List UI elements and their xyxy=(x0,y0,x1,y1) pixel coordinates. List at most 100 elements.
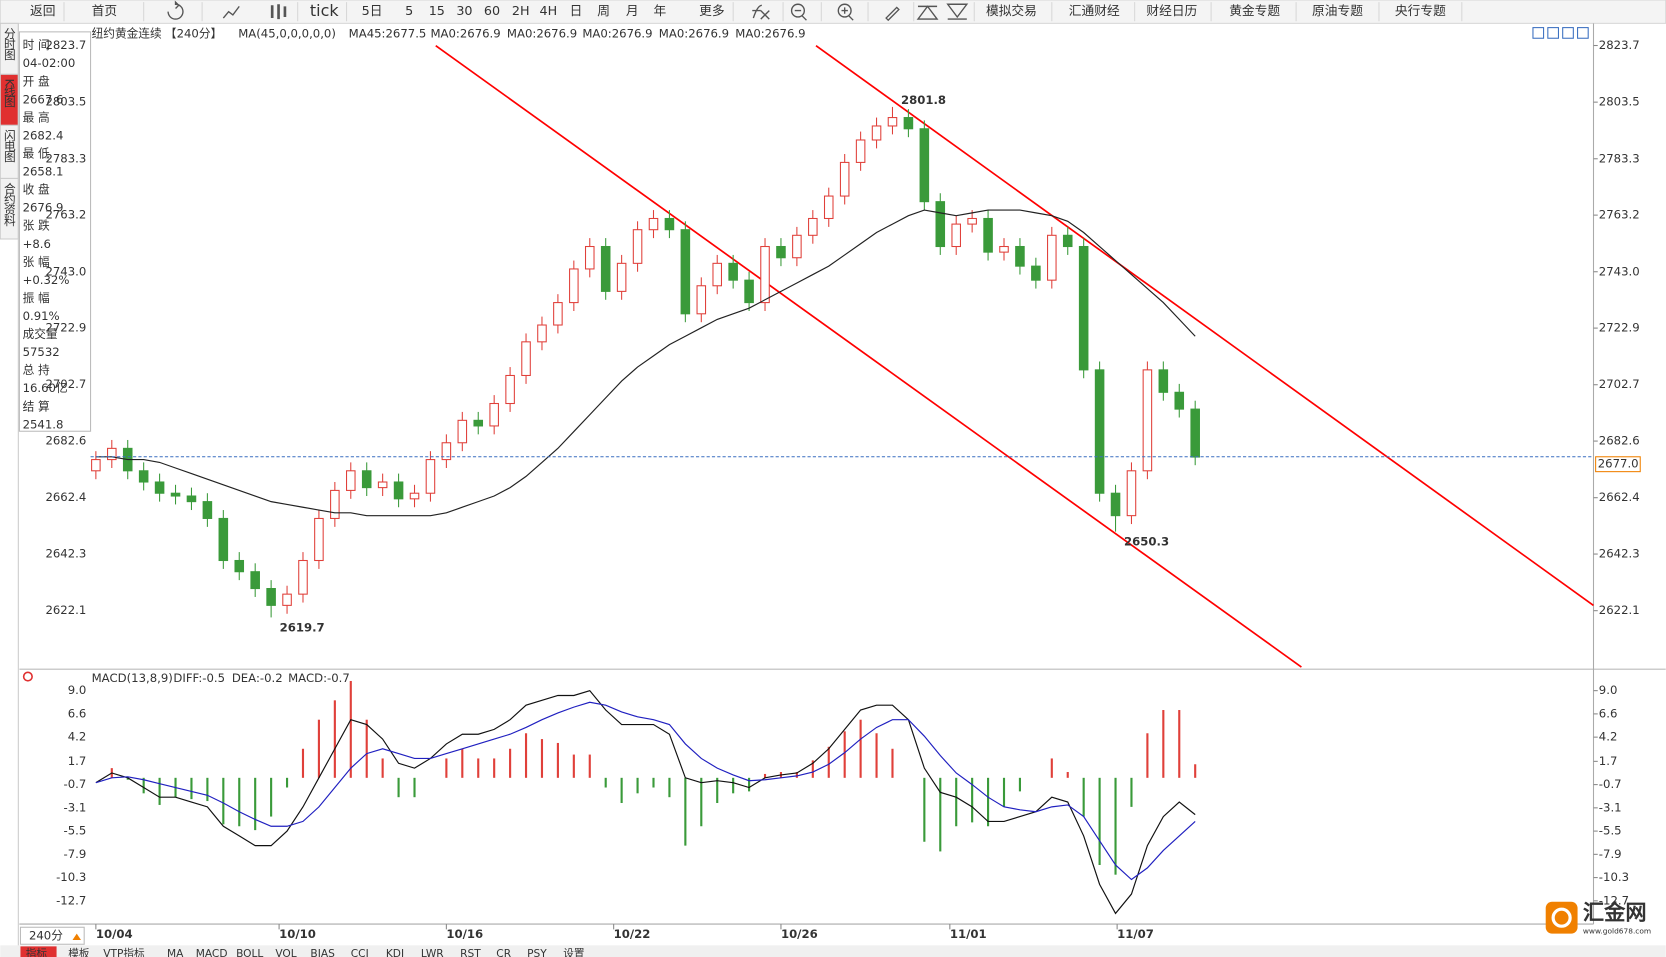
bottom-tab[interactable]: MA xyxy=(167,947,184,957)
toolbar-button[interactable]: 4H xyxy=(539,4,557,19)
toolbar-button[interactable]: 60 xyxy=(484,4,500,19)
y-tick-label: 2622.1 xyxy=(1599,603,1640,617)
macd-bar xyxy=(397,777,400,798)
up-icon[interactable] xyxy=(916,5,939,20)
info-label: 结 算 xyxy=(23,399,50,413)
bottom-tab[interactable]: CR xyxy=(496,947,511,957)
ma-legend: MA0:2676.9 xyxy=(582,26,652,40)
candle-body xyxy=(712,262,723,287)
ma-line xyxy=(95,209,1196,517)
toolbar-button[interactable]: 5日 xyxy=(362,4,383,19)
candle-body xyxy=(441,442,452,461)
toolbar-button[interactable]: 模拟交易 xyxy=(986,3,1037,19)
bottom-tab[interactable]: MACD xyxy=(196,947,228,957)
info-label: 开 盘 xyxy=(23,74,50,88)
macd-bar xyxy=(126,777,129,780)
y-tick-label-left: 2803.5 xyxy=(45,95,86,109)
side-tab[interactable]: K线图 xyxy=(2,79,16,108)
bottom-tab[interactable]: CCI xyxy=(351,947,369,957)
y-tick-label: 2662.4 xyxy=(1599,490,1640,504)
toolbar-button[interactable]: tick xyxy=(310,1,339,20)
macd-bar xyxy=(588,754,591,778)
candle-body xyxy=(266,588,276,606)
y-tick-label-left: 2642.3 xyxy=(45,547,86,561)
toolbar-button[interactable]: 财经日历 xyxy=(1146,4,1197,19)
macd-tick-label-left: -0.7 xyxy=(64,777,87,791)
macd-tick-label: 6.6 xyxy=(1599,706,1618,720)
macd-bar xyxy=(572,754,575,778)
info-value: 2658.1 xyxy=(23,165,64,179)
macd-bar xyxy=(524,733,528,778)
macd-settings-icon[interactable] xyxy=(22,671,33,682)
info-panel: 时 间 04-02:00 开 盘 2667.6 最 高 2682.4 最 低 2658.1 收 … xyxy=(23,38,76,431)
macd-bar xyxy=(668,777,671,798)
macd-legend: DEA:-0.2 xyxy=(232,671,283,685)
info-value: 2676.9 xyxy=(23,201,64,215)
side-tab[interactable]: 闪电图 xyxy=(2,129,16,163)
fx-icon[interactable] xyxy=(752,4,770,20)
candle-body xyxy=(1190,408,1200,458)
macd-bar xyxy=(381,758,384,778)
period-label[interactable]: 240分 xyxy=(29,928,63,942)
macd-tick-label: -5.5 xyxy=(1599,824,1622,838)
macd-bar xyxy=(843,731,846,778)
toolbar-button[interactable]: 央行专题 xyxy=(1395,4,1446,19)
bottom-tab[interactable]: VTP指标 xyxy=(103,947,145,957)
toolbar-button[interactable]: 首页 xyxy=(92,4,117,19)
down-icon[interactable] xyxy=(946,3,969,20)
candle-body xyxy=(792,234,802,259)
bottom-tab[interactable]: 指标 xyxy=(26,947,48,957)
bottom-tab[interactable]: VOL xyxy=(275,947,296,957)
toolbar-button[interactable]: 5 xyxy=(405,4,413,19)
toolbar-button[interactable]: 黄金专题 xyxy=(1229,3,1280,19)
bottom-tab[interactable]: 模板 xyxy=(68,947,90,957)
macd-bar xyxy=(493,758,496,778)
bottom-tab[interactable]: KDJ xyxy=(386,947,404,957)
toolbar-button[interactable]: 日 xyxy=(570,4,583,19)
macd-tick-label-left: 4.2 xyxy=(68,730,87,744)
toolbar-button[interactable]: 汇通财经 xyxy=(1069,4,1120,19)
y-tick-label: 2642.3 xyxy=(1599,547,1640,561)
bottom-tab[interactable]: RST xyxy=(460,947,481,957)
macd-bar xyxy=(301,748,305,778)
macd-bar xyxy=(1002,777,1006,807)
y-tick-label: 2803.5 xyxy=(1599,95,1640,109)
side-tab[interactable]: 分时图 xyxy=(2,28,16,62)
macd-legend: MACD:-0.7 xyxy=(288,671,350,685)
toolbar-button[interactable]: 2H xyxy=(512,4,530,19)
toolbar-button[interactable]: 更多 xyxy=(699,4,725,19)
toolbar-button[interactable]: 返回 xyxy=(30,4,55,19)
bottom-tab[interactable]: LWR xyxy=(421,947,444,957)
macd-tick-label-left: -10.3 xyxy=(56,870,86,884)
toolbar-button[interactable]: 15 xyxy=(429,4,445,19)
macd-bar xyxy=(811,760,814,778)
zoom-out-icon[interactable] xyxy=(790,3,806,18)
toolbar-button[interactable]: 月 xyxy=(626,4,639,19)
macd-bar xyxy=(859,719,862,778)
candle-body xyxy=(983,217,993,253)
bottom-tab[interactable]: PSY xyxy=(527,947,547,957)
toolbar-button[interactable]: 周 xyxy=(597,4,610,19)
candle-body xyxy=(107,447,117,461)
candle-body xyxy=(330,489,340,519)
macd-tick-label-left: -7.9 xyxy=(64,847,87,861)
zoom-in-icon[interactable] xyxy=(837,3,852,18)
period-box[interactable] xyxy=(19,926,85,945)
toolbar-button[interactable]: 30 xyxy=(456,4,472,19)
toolbar-button[interactable]: 年 xyxy=(653,4,666,19)
toolbar-button[interactable]: 原油专题 xyxy=(1312,4,1363,19)
refresh-icon[interactable] xyxy=(167,0,184,20)
bottom-tab[interactable]: BOLL xyxy=(236,947,263,957)
side-tab[interactable]: 合约资料 xyxy=(2,182,16,227)
bottom-tab[interactable]: BIAS xyxy=(310,947,335,957)
info-panel-frame xyxy=(18,31,92,432)
pen-icon[interactable] xyxy=(885,6,900,22)
info-value: +0.32% xyxy=(23,273,70,287)
candle-icon[interactable] xyxy=(270,4,287,20)
chart-icon[interactable] xyxy=(222,5,240,19)
macd-bar xyxy=(652,777,655,788)
bottom-tab[interactable]: 设置 xyxy=(563,947,585,957)
